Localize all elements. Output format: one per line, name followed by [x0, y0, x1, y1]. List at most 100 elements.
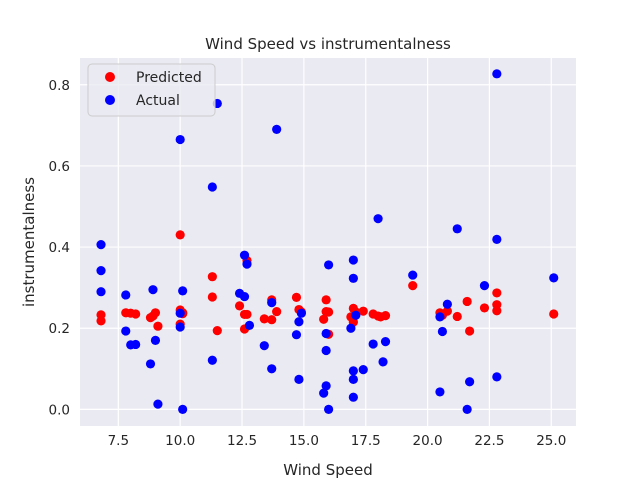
point-actual [408, 270, 418, 280]
point-actual [435, 312, 445, 322]
point-predicted [207, 292, 217, 302]
point-actual [348, 255, 358, 265]
point-actual [121, 326, 131, 336]
point-actual [96, 266, 106, 276]
point-actual [244, 320, 255, 330]
y-tick-label: 0.4 [49, 240, 70, 256]
point-predicted [153, 321, 163, 331]
data-points [96, 69, 559, 414]
x-axis-label: Wind Speed [283, 461, 373, 479]
point-actual [267, 298, 277, 308]
y-axis-label: instrumentalness [20, 177, 38, 307]
point-predicted [492, 306, 502, 316]
point-actual [294, 317, 304, 327]
x-tick-label: 7.5 [108, 433, 129, 449]
point-predicted [465, 326, 475, 336]
legend-box [87, 63, 216, 117]
point-actual [145, 359, 156, 369]
point-predicted [319, 314, 329, 324]
point-predicted [408, 281, 418, 291]
x-tick-label: 17.5 [351, 433, 381, 449]
point-actual [207, 355, 217, 365]
point-actual [321, 328, 331, 339]
point-actual [131, 339, 141, 350]
point-actual [373, 214, 383, 224]
x-tick-label: 15.0 [289, 433, 319, 449]
point-predicted [479, 303, 490, 313]
legend-marker-predicted [105, 72, 115, 82]
point-predicted [131, 309, 141, 319]
point-actual [175, 308, 185, 318]
point-actual [175, 134, 185, 145]
point-predicted [212, 326, 222, 336]
point-actual [324, 260, 334, 270]
point-actual [435, 387, 445, 397]
point-predicted [324, 307, 334, 317]
point-predicted [442, 306, 452, 316]
point-actual [96, 240, 106, 250]
point-predicted [452, 311, 462, 322]
point-actual [492, 69, 502, 79]
point-actual [346, 323, 356, 333]
x-tick-label: 25.0 [536, 433, 566, 449]
point-predicted [462, 296, 472, 307]
point-actual [153, 399, 163, 409]
point-actual [148, 285, 158, 295]
legend-marker-actual [105, 95, 115, 105]
point-actual [150, 335, 161, 345]
point-actual [452, 224, 462, 234]
point-predicted [272, 306, 282, 317]
point-actual [321, 381, 331, 391]
x-tick-label: 20.0 [413, 433, 443, 449]
point-predicted [492, 288, 502, 298]
point-actual [549, 273, 559, 283]
x-tick-label: 22.5 [474, 433, 504, 449]
x-tick-label: 12.5 [227, 433, 257, 449]
point-actual [380, 337, 391, 347]
y-tick-label: 0.2 [49, 321, 70, 337]
legend-label-predicted: Predicted [136, 70, 202, 86]
legend: Predicted Actual [87, 63, 216, 117]
point-actual [178, 286, 188, 296]
point-predicted [291, 292, 302, 302]
point-actual [351, 310, 361, 320]
point-actual [348, 273, 358, 283]
point-predicted [175, 230, 185, 240]
point-predicted [380, 311, 391, 321]
point-actual [492, 372, 502, 382]
point-actual [348, 366, 358, 376]
point-actual [492, 234, 502, 244]
point-predicted [549, 309, 559, 319]
point-actual [462, 404, 472, 414]
point-actual [291, 330, 302, 340]
point-predicted [234, 301, 245, 311]
point-actual [178, 404, 188, 414]
point-actual [239, 291, 250, 302]
x-axis-ticks: 7.5 10.0 12.5 15.0 17.5 20.0 22.5 25.0 [108, 433, 567, 449]
point-actual [324, 404, 334, 414]
point-predicted [150, 308, 161, 318]
point-actual [259, 341, 269, 351]
point-actual [442, 299, 452, 309]
point-actual [348, 374, 358, 384]
point-predicted [207, 272, 217, 282]
x-tick-label: 10.0 [165, 433, 195, 449]
point-predicted [96, 316, 106, 326]
point-predicted [242, 309, 252, 320]
point-actual [239, 250, 250, 260]
y-tick-label: 0.6 [49, 159, 70, 175]
y-axis-ticks: 0.0 0.2 0.4 0.6 0.8 [49, 78, 70, 419]
point-actual [242, 259, 252, 269]
point-predicted [259, 314, 269, 324]
point-actual [348, 392, 358, 402]
point-actual [368, 339, 378, 349]
point-predicted [321, 295, 331, 305]
point-actual [175, 322, 185, 332]
point-actual [294, 374, 304, 384]
point-actual [121, 290, 131, 300]
point-actual [437, 326, 448, 337]
point-actual [378, 357, 388, 367]
point-predicted [358, 306, 368, 316]
chart-title: Wind Speed vs instrumentalness [205, 35, 451, 53]
point-actual [358, 365, 368, 375]
